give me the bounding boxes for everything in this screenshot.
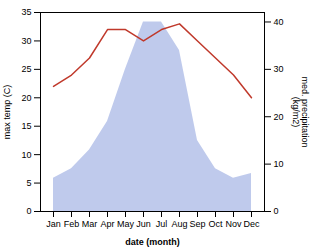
- svg-text:20: 20: [21, 93, 31, 103]
- svg-text:10: 10: [274, 159, 284, 169]
- svg-text:Dec: Dec: [243, 219, 260, 229]
- svg-text:30: 30: [21, 36, 31, 46]
- svg-text:0: 0: [26, 206, 31, 216]
- svg-text:Nov: Nov: [225, 219, 242, 229]
- svg-text:5: 5: [26, 178, 31, 188]
- svg-text:Jul: Jul: [156, 219, 168, 229]
- svg-text:Jan: Jan: [46, 219, 61, 229]
- svg-text:med. precipitation(kg/m2): med. precipitation(kg/m2): [291, 76, 310, 147]
- svg-text:Feb: Feb: [64, 219, 80, 229]
- svg-text:Jun: Jun: [136, 219, 151, 229]
- svg-text:10: 10: [21, 150, 31, 160]
- svg-text:Apr: Apr: [100, 219, 114, 229]
- svg-text:15: 15: [21, 121, 31, 131]
- svg-text:25: 25: [21, 64, 31, 74]
- svg-text:Aug: Aug: [171, 219, 187, 229]
- svg-text:Mar: Mar: [82, 219, 98, 229]
- svg-text:Sep: Sep: [189, 219, 205, 229]
- svg-text:35: 35: [21, 7, 31, 17]
- svg-text:May: May: [117, 219, 135, 229]
- svg-text:40: 40: [274, 17, 284, 27]
- svg-text:0: 0: [274, 206, 279, 216]
- svg-text:20: 20: [274, 112, 284, 122]
- svg-text:Oct: Oct: [208, 219, 223, 229]
- svg-text:max temp (C): max temp (C): [2, 85, 12, 140]
- svg-text:30: 30: [274, 64, 284, 74]
- svg-text:date (month): date (month): [125, 237, 180, 247]
